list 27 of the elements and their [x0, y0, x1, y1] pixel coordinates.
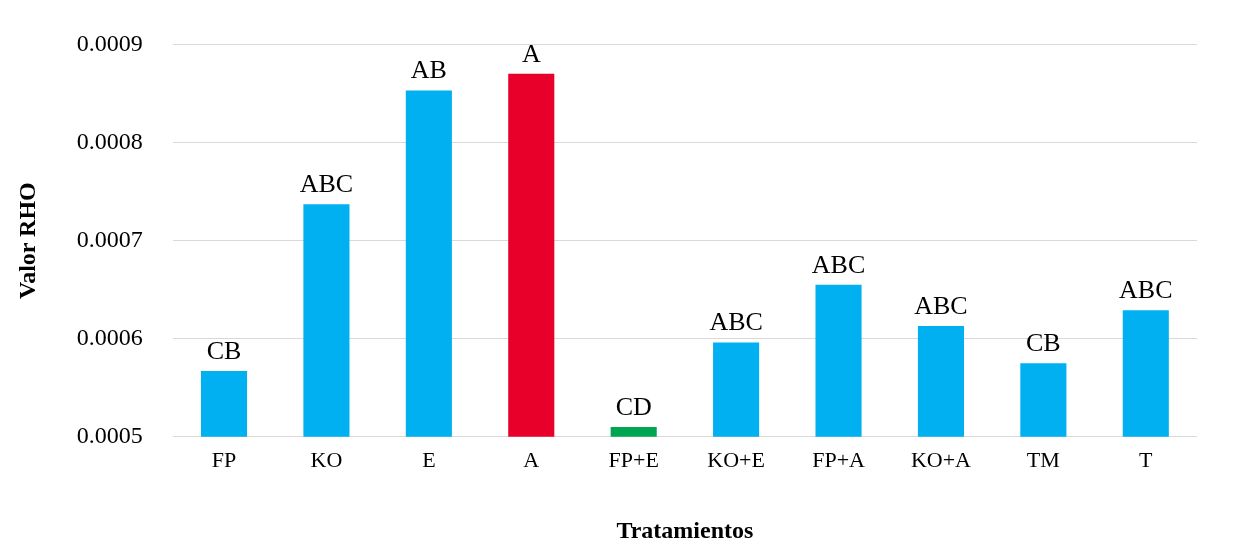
x-tick-label: T	[1139, 446, 1154, 472]
x-tick-label: FP+E	[608, 446, 659, 472]
annotation: A	[521, 38, 541, 68]
annotation: ABC	[299, 169, 354, 199]
x-tick-label: KO	[310, 446, 343, 472]
x-tick-label: FP	[211, 446, 237, 472]
y-tick-label: 0.0005	[76, 422, 143, 449]
x-tick-label: TM	[1026, 446, 1060, 472]
annotation: CB	[206, 335, 242, 365]
annotation: CD	[615, 391, 652, 421]
x-tick-label: FP+A	[812, 446, 866, 472]
annotation: ABC	[1119, 275, 1173, 305]
x-tick-label: KO+A	[910, 446, 972, 472]
x-axis-title: Tratamientos	[616, 516, 754, 543]
y-tick-label: 0.0007	[76, 225, 143, 252]
x-tick-label: A	[523, 446, 540, 472]
y-tick-label: 0.0009	[76, 29, 143, 56]
y-tick-label: 0.0006	[76, 324, 143, 350]
annotation: ABC	[811, 249, 866, 279]
y-tick-label: 0.0008	[76, 127, 143, 154]
annotation: CB	[1026, 328, 1061, 358]
annotation: ABC	[914, 290, 968, 320]
y-axis-title: Valor RHO	[13, 182, 40, 299]
annotation: AB	[410, 55, 447, 85]
x-tick-label: E	[422, 446, 436, 472]
annotation: ABC	[709, 307, 763, 337]
x-tick-label: KO+E	[707, 446, 765, 472]
